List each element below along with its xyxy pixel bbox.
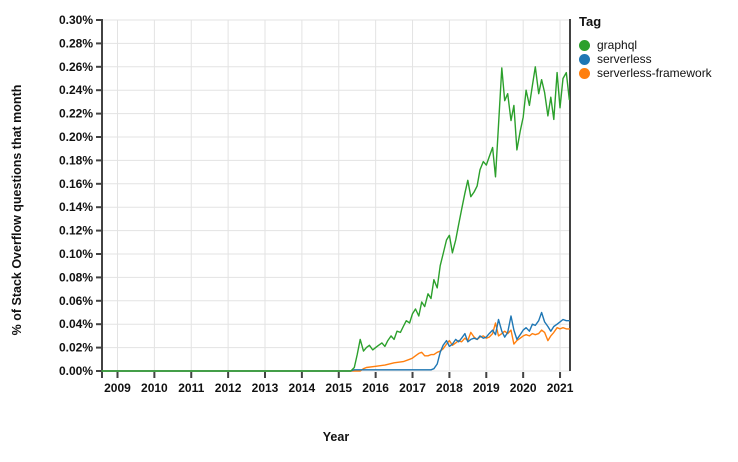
- legend-label: serverless: [597, 52, 652, 66]
- legend-item-graphql[interactable]: graphql: [579, 38, 734, 52]
- x-tick-label: 2014: [289, 381, 316, 395]
- y-tick-label: 0.20%: [59, 130, 93, 144]
- legend-item-serverless[interactable]: serverless: [579, 52, 734, 66]
- series-line-serverless: [101, 311, 570, 372]
- x-tick-label: 2015: [325, 381, 352, 395]
- y-tick-label: 0.12%: [59, 224, 93, 238]
- y-tick-label: 0.22%: [59, 107, 93, 121]
- legend-items: graphql serverless serverless-framework: [579, 38, 734, 80]
- x-tick-label: 2019: [473, 381, 500, 395]
- y-tick-label: 0.10%: [59, 247, 93, 261]
- legend-label: graphql: [597, 38, 638, 52]
- x-tick-label: 2009: [104, 381, 131, 395]
- x-tick-label: 2012: [215, 381, 242, 395]
- x-tick-label: 2011: [178, 381, 204, 395]
- axis-layer: [96, 19, 571, 378]
- x-tick-label: 2010: [141, 381, 168, 395]
- y-tick-label: 0.16%: [59, 177, 93, 191]
- y-tick-label: 0.06%: [59, 294, 93, 308]
- x-tick-label: 2016: [362, 381, 389, 395]
- legend-item-serverless-framework[interactable]: serverless-framework: [579, 66, 734, 80]
- y-axis-title: % of Stack Overflow questions that month: [10, 85, 24, 336]
- x-tick-label: 2021: [547, 381, 574, 395]
- y-tick-label: 0.00%: [59, 364, 93, 378]
- x-tick-label: 2017: [399, 381, 426, 395]
- x-axis-title: Year: [323, 430, 350, 444]
- legend-dot-serverless-framework: [579, 67, 590, 79]
- y-tick-label: 0.02%: [59, 341, 93, 355]
- y-tick-label: 0.04%: [59, 317, 93, 331]
- y-tick-label: 0.18%: [59, 153, 93, 167]
- series-layer: [101, 66, 570, 372]
- tick-label-layer: 2009 2010 2011 2012 2013 2014 2015 2016 2017 2018…: [59, 13, 574, 395]
- y-tick-label: 0.24%: [59, 83, 93, 97]
- y-tick-label: 0.28%: [59, 36, 93, 50]
- series-line-graphql: [101, 66, 570, 372]
- y-tick-label: 0.26%: [59, 60, 93, 74]
- x-tick-label: 2020: [510, 381, 537, 395]
- y-tick-label: 0.14%: [59, 200, 93, 214]
- y-tick-label: 0.08%: [59, 270, 93, 284]
- x-tick-label: 2013: [252, 381, 279, 395]
- y-tick-label: 0.30%: [59, 13, 93, 27]
- legend-title: Tag: [579, 14, 602, 29]
- legend-dot-serverless: [579, 53, 590, 65]
- legend: Tag graphql serverless serverless-framewor…: [579, 14, 734, 80]
- legend-dot-graphql: [579, 39, 590, 51]
- legend-label: serverless-framework: [597, 66, 712, 80]
- plot-area[interactable]: [102, 20, 570, 371]
- x-tick-label: 2018: [436, 381, 463, 395]
